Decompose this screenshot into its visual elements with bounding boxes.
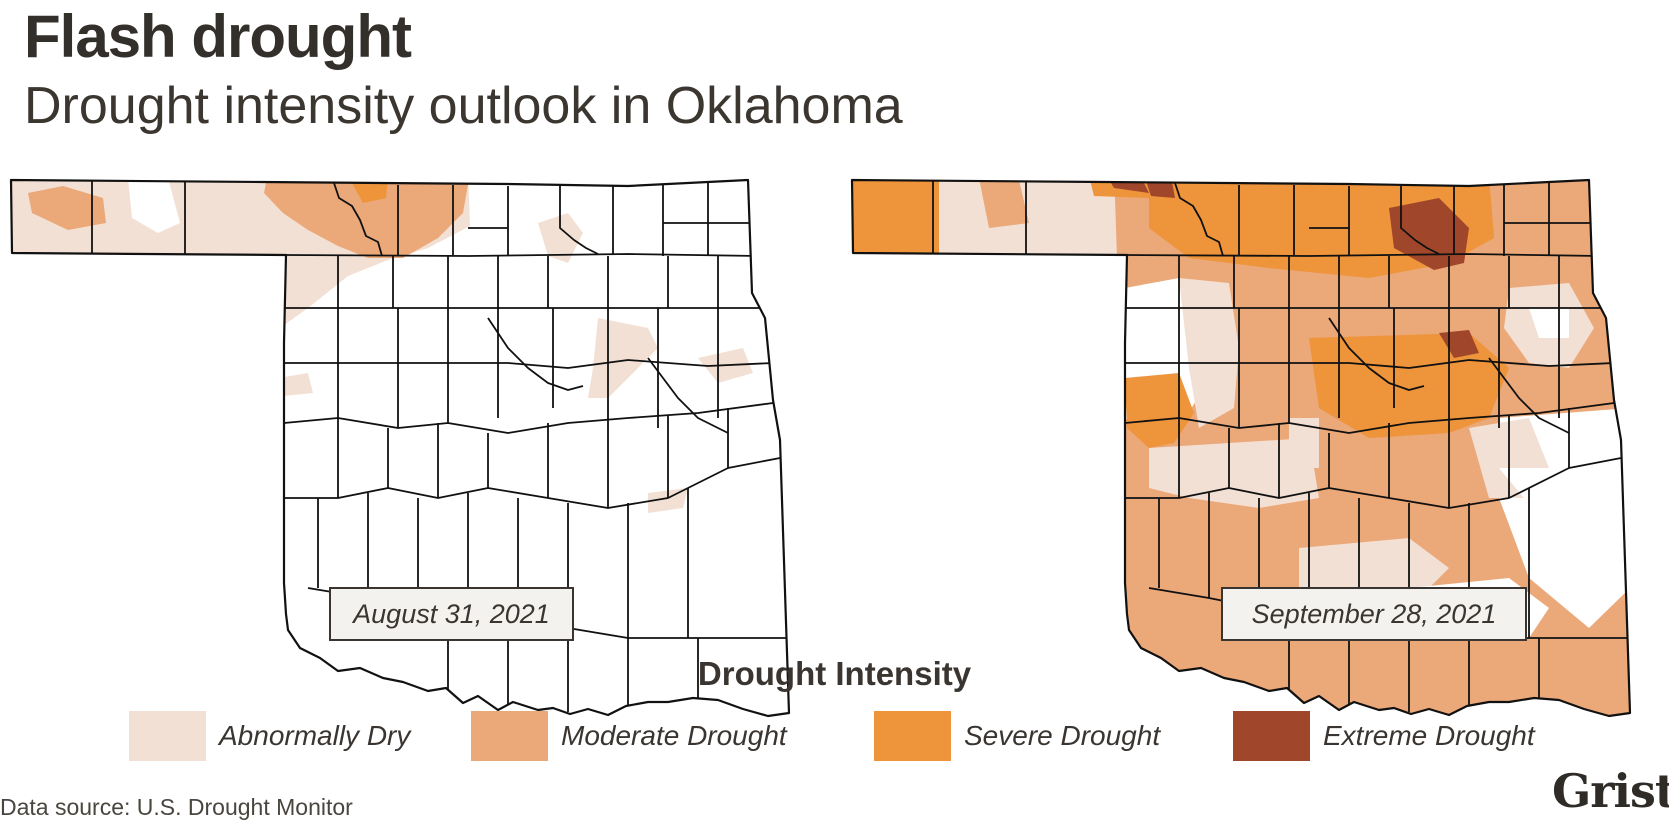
chart-subtitle: Drought intensity outlook in Oklahoma [24,77,903,135]
legend-swatch [874,711,951,761]
legend-item-abnormally-dry: Abnormally Dry [129,711,410,761]
legend-item-extreme-drought: Extreme Drought [1233,711,1535,761]
legend-item-moderate-drought: Moderate Drought [471,711,787,761]
drought-areas-september [852,180,1630,716]
legend-item-severe-drought: Severe Drought [874,711,1160,761]
drought-map-august [9,178,791,718]
legend-title: Drought Intensity [697,655,972,692]
legend-swatch [1233,711,1310,761]
legend-swatch [129,711,206,761]
data-source: Data source: U.S. Drought Monitor [0,794,353,820]
legend-label: Extreme Drought [1323,720,1535,751]
date-label-august: August 31, 2021 [329,587,574,641]
legend-label: Abnormally Dry [219,720,411,751]
legend-swatch [471,711,548,761]
drought-map-september [850,178,1632,718]
brand-logo: Grist [1552,764,1669,818]
drought-areas-august [11,180,789,716]
legend-label: Moderate Drought [561,720,787,751]
legend-label: Severe Drought [964,720,1161,751]
chart-title: Flash drought [24,3,412,70]
date-label-september: September 28, 2021 [1221,587,1527,641]
